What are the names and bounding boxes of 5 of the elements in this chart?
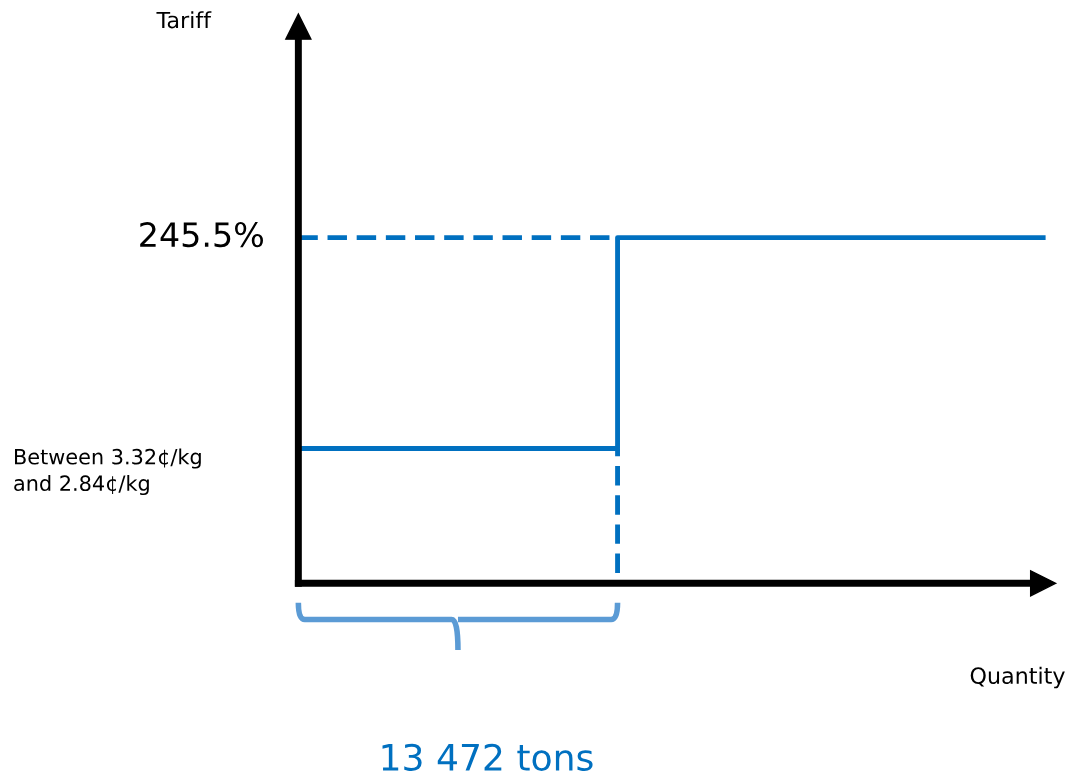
text: Between 3.32¢/kg and 2.84¢/kg	[14, 448, 201, 496]
text: 13 472 tons	[382, 743, 593, 771]
x-axis-title: Quantity	[970, 666, 1065, 689]
text: Tariff	[156, 11, 212, 29]
text: 245.5%	[140, 222, 264, 248]
